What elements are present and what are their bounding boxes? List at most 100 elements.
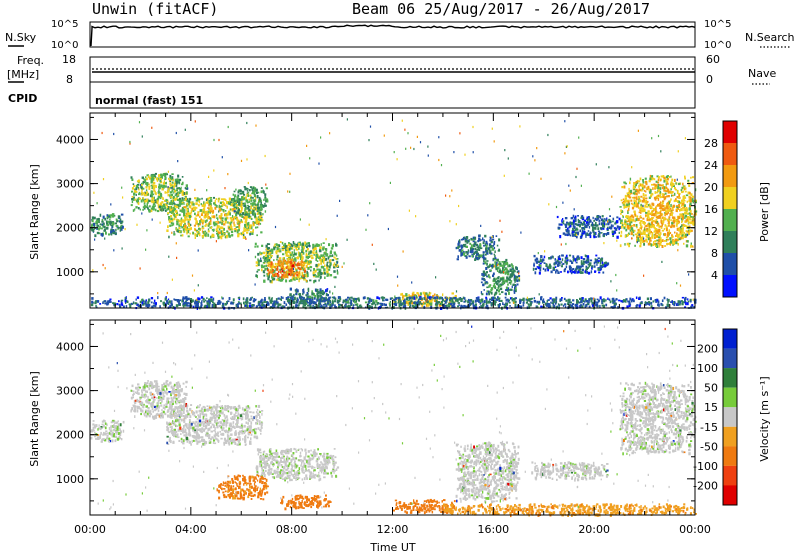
echo-cell [582,221,585,223]
echo-cell [565,299,568,302]
echo-cell [527,303,530,306]
echo-cell [598,222,601,226]
echo-cell [628,191,630,195]
echo-cell [230,221,233,224]
echo-cell [258,215,261,218]
echo-cell [628,232,630,235]
freq-label: Freq. [17,54,44,67]
echo-cell [268,247,270,250]
echo-cell [633,204,636,207]
echo-cell [194,197,197,200]
echo-cell [315,264,318,267]
echo-cell [689,221,691,224]
echo-cell [120,224,123,228]
echo-cell [474,247,477,251]
echo-cell [657,178,660,182]
echo-cell [213,224,216,227]
echo-cell [153,299,156,303]
echo-cell [223,223,226,226]
echo-cell [594,226,597,230]
echo-cell [659,211,662,214]
echo-cell [467,300,470,304]
echo-cell [574,215,577,219]
echo-cell [256,213,259,215]
echo-cell [270,306,273,308]
echo-cell [250,297,252,301]
echo-cell [125,305,128,308]
echo-cell [496,298,499,301]
echo-cell [287,249,290,253]
echo-cell [590,299,593,303]
echo-cell [688,207,691,211]
echo-cell [621,300,624,303]
echo-cell [255,217,258,220]
echo-cell [109,218,111,221]
echo-cell [276,278,279,281]
echo-cell [657,194,659,197]
echo-cell [558,257,561,261]
echo-cell [270,248,273,252]
echo-cell [685,211,688,215]
echo-cell [668,225,670,227]
echo-cell [474,241,477,244]
echo-cell [602,219,604,223]
echo-cell [136,296,140,299]
echo-cell [248,200,250,203]
echo-cell [179,209,182,212]
echo-cell [574,304,578,307]
echo-cell [179,220,181,223]
echo-cell [577,220,580,224]
echo-cell [648,217,651,221]
echo-cell [301,266,303,268]
echo-cell [675,198,677,201]
echo-cell [109,223,112,226]
echo-cell [274,243,277,246]
echo-cell [644,303,647,306]
echo-cell [586,270,588,274]
echo-cell [176,195,178,198]
echo-cell [638,197,641,201]
echo-cell [199,220,201,224]
echo-cell [401,302,405,305]
echo-cell [506,272,510,276]
echo-cell [687,219,690,222]
echo-cell [511,271,515,274]
echo-cell [183,206,186,208]
echo-cell [660,184,663,187]
echo-cell [672,206,674,210]
echo-cell [478,237,480,241]
echo-cell [263,255,265,259]
echo-cell [205,223,208,226]
echo-cell [307,245,310,247]
echo-cell [279,298,282,300]
freq-tick-top: 18 [62,53,76,66]
echo-cell [587,266,589,269]
echo-cell [588,220,591,223]
echo-cell [659,190,662,194]
echo-cell [221,230,224,233]
echo-cell [301,254,303,258]
echo-cell [693,214,696,218]
echo-cell [474,251,477,254]
echo-cell [669,190,672,194]
echo-cell [538,266,541,270]
echo-cell [140,186,143,190]
echo-cell [209,202,211,206]
echo-cell [652,217,655,219]
echo-cell [632,192,636,195]
echo-cell [655,180,658,183]
echo-cell [211,215,214,219]
echo-cell [196,234,198,237]
echo-cell [225,199,227,202]
echo-cell [514,275,517,277]
echo-cell [582,302,585,306]
echo-cell [135,187,137,191]
echo-cell [494,255,496,258]
echo-cell [410,300,413,303]
echo-cell [690,229,693,232]
echo-cell [623,181,626,184]
echo-cell [644,204,647,208]
echo-cell [604,264,607,267]
echo-cell [600,258,603,261]
echo-cell [207,224,210,227]
